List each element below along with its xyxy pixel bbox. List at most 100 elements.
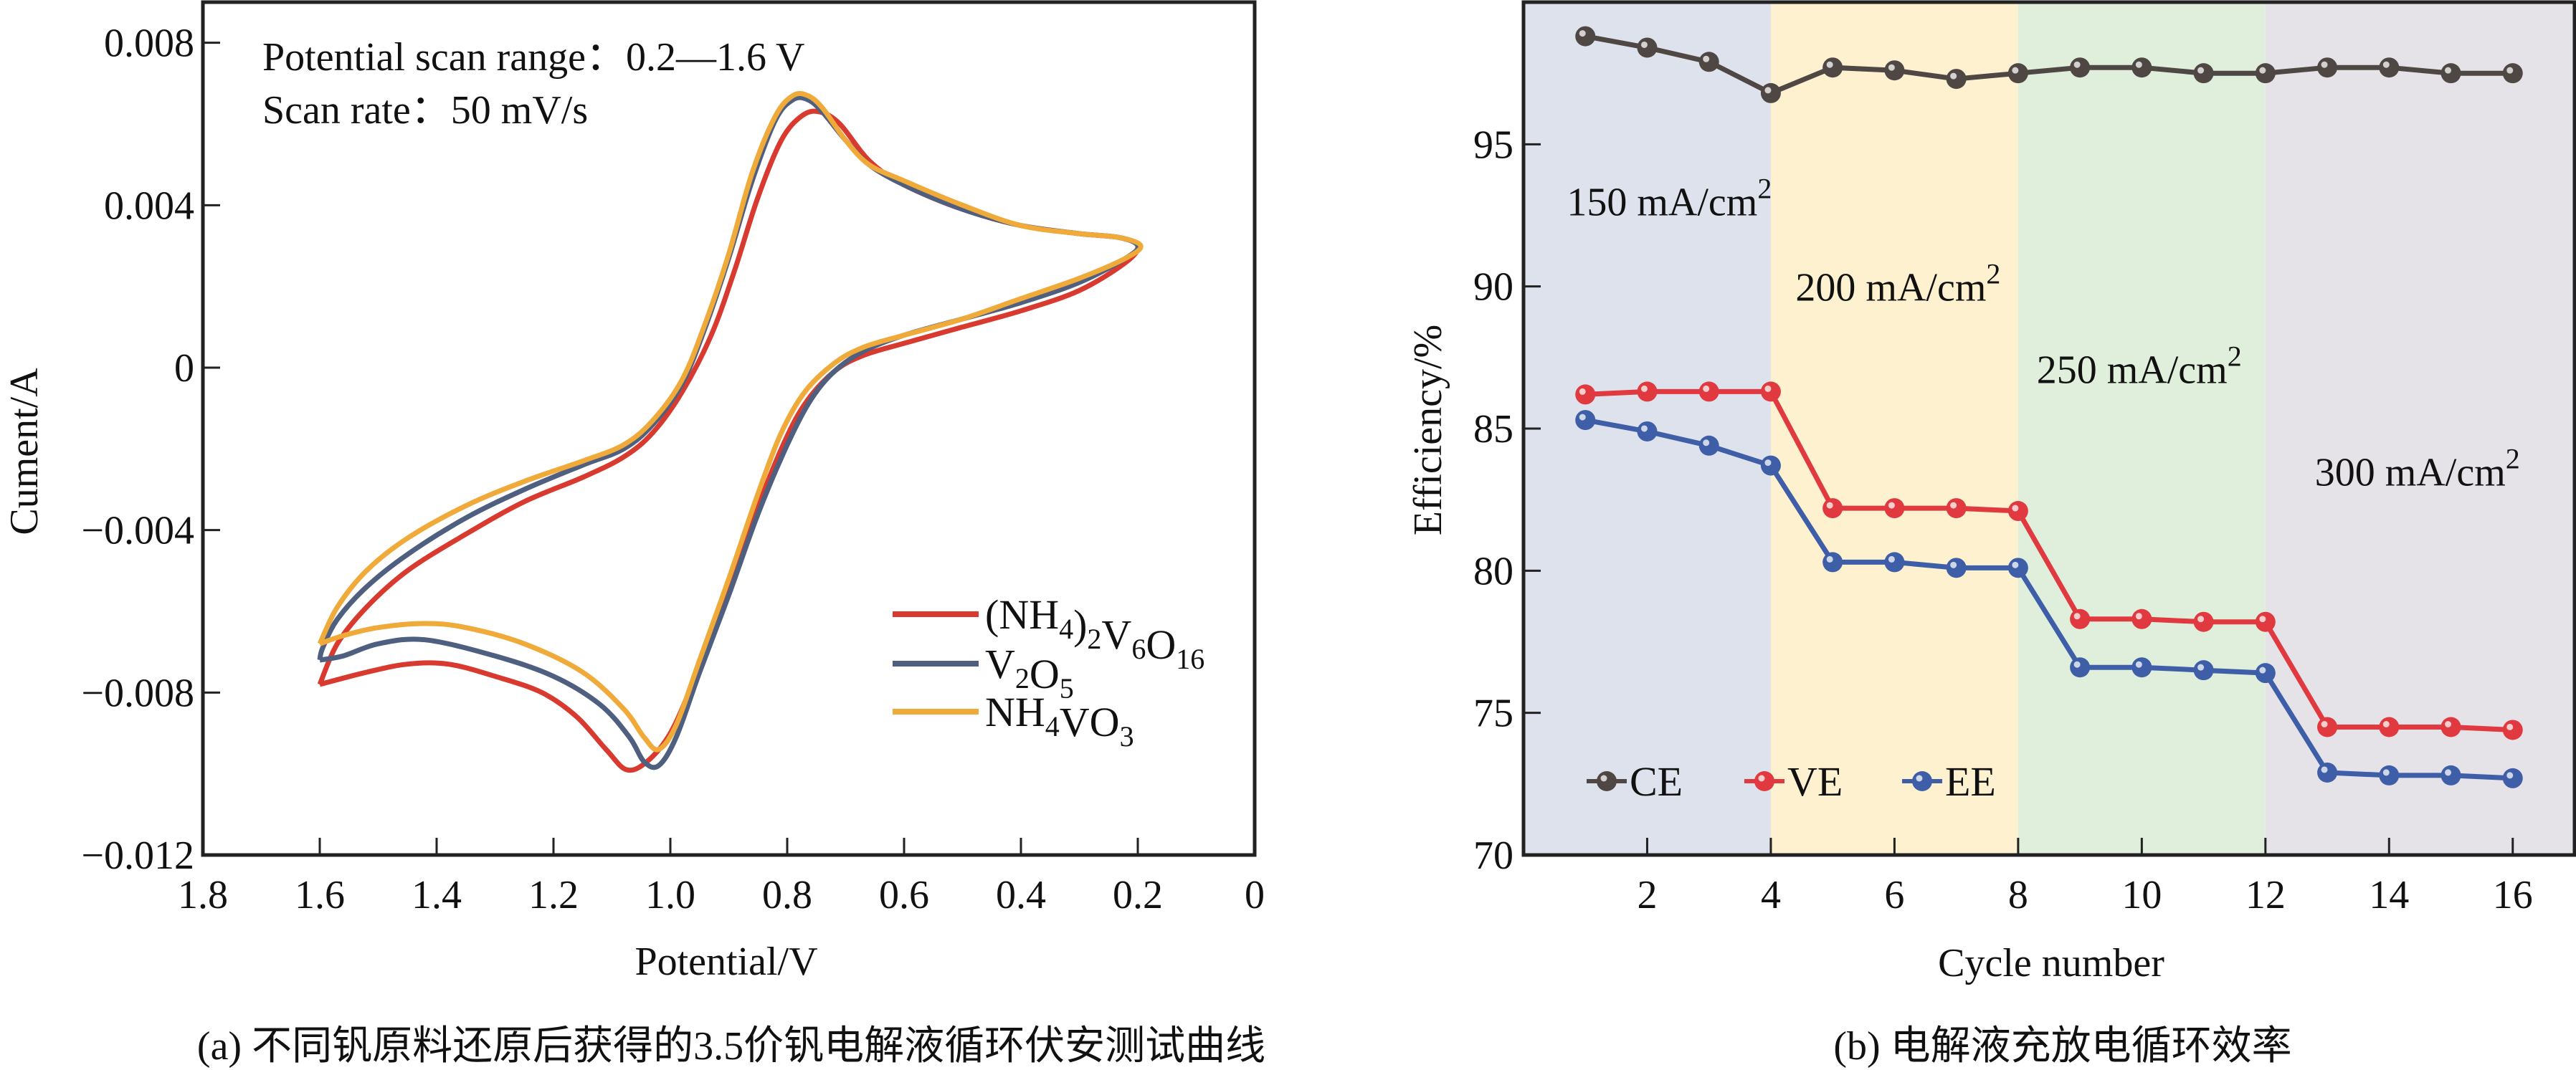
current-density-region	[2017, 2, 2266, 855]
efficiency-y-tick-label: 95	[1473, 123, 1513, 167]
series-line-ve	[1585, 388, 2513, 732]
efficiency-legend-item: VE	[1744, 758, 1843, 805]
data-point-ee	[2007, 558, 2028, 578]
data-point-ce	[2193, 63, 2214, 84]
cv-tick-labels: 1.8 1.6 1.4 1.2 1.0 0.8 0.6 0.4 0.2 0 0.008 0.004 0 −…	[81, 22, 1265, 917]
cv-x-tick-label: 1.0	[645, 873, 695, 917]
efficiency-series	[1575, 26, 2523, 788]
data-point-ve	[1575, 384, 1596, 405]
cv-legend-label: (NH4)2V6O16	[985, 591, 1204, 675]
current-density-labels: 150 mA/cm2 200 mA/cm2 250 mA/cm2 300 mA/cm2	[1567, 173, 2519, 495]
cv-x-tick-label: 0.2	[1113, 873, 1163, 917]
cv-curves	[317, 90, 1144, 773]
legend-marker	[1912, 771, 1932, 791]
data-point-ce	[1760, 82, 1781, 103]
cv-x-tick-label: 0.6	[879, 873, 929, 917]
data-point-ce	[1698, 52, 1719, 72]
data-point-ce	[1884, 60, 1905, 81]
legend-marker	[1754, 771, 1774, 791]
efficiency-x-tick-label: 14	[2369, 873, 2409, 917]
data-point-ee	[2379, 765, 2400, 785]
data-point-ce	[1946, 69, 1967, 90]
data-point-ee	[2131, 657, 2152, 678]
data-point-ee	[1698, 435, 1719, 456]
data-point-ee	[2193, 660, 2214, 681]
efficiency-y-tick-label: 75	[1473, 692, 1513, 736]
data-point-ee	[1822, 552, 1843, 573]
efficiency-legend-label: EE	[1945, 758, 1996, 805]
data-point-ee	[1946, 558, 1967, 578]
data-point-ce	[2255, 63, 2276, 84]
cv-curve-2	[317, 90, 1144, 753]
data-point-ve	[2255, 611, 2276, 632]
cv-legend-label: NH4VO3	[985, 689, 1134, 753]
efficiency-legend: CE VE EE	[1587, 758, 1996, 805]
efficiency-y-tick-label: 90	[1473, 265, 1513, 310]
efficiency-axis-ticks	[1524, 143, 2514, 855]
current-density-label: 300 mA/cm2	[2315, 442, 2520, 495]
efficiency-x-tick-label: 10	[2121, 873, 2162, 917]
data-point-ce	[2007, 63, 2028, 84]
data-point-ee	[2070, 657, 2091, 678]
series-line-ce	[1584, 34, 2513, 96]
data-point-ce	[2440, 63, 2461, 84]
cv-y-tick-label: −0.008	[81, 671, 194, 715]
efficiency-x-tick-label: 8	[2008, 873, 2028, 917]
efficiency-chart-panel: 150 mA/cm2 200 mA/cm2 250 mA/cm2 300 mA/cm2…	[1406, 0, 2576, 1069]
efficiency-y-tick-label: 85	[1473, 407, 1513, 452]
efficiency-legend-item: CE	[1587, 758, 1683, 805]
data-point-ve	[1698, 381, 1719, 402]
current-density-regions	[1524, 2, 2575, 855]
data-point-ve	[1637, 381, 1658, 402]
efficiency-legend-label: CE	[1630, 758, 1683, 805]
data-point-ve	[2007, 501, 2028, 522]
efficiency-x-tick-label: 4	[1761, 873, 1781, 917]
data-point-ce	[2070, 57, 2091, 78]
data-point-ce	[1822, 57, 1843, 78]
cv-x-tick-label: 0.4	[996, 873, 1046, 917]
data-point-ee	[1760, 455, 1781, 476]
cv-x-tick-label: 1.2	[528, 873, 579, 917]
efficiency-caption: (b) 电解液充放电循环效率	[1833, 1024, 2291, 1069]
data-point-ce	[2317, 57, 2338, 78]
current-density-label: 150 mA/cm2	[1567, 173, 1772, 225]
efficiency-y-tick-label: 80	[1473, 549, 1513, 593]
data-point-ee	[1575, 410, 1596, 431]
data-point-ce	[2502, 63, 2523, 84]
cv-y-tick-label: 0.004	[104, 183, 194, 228]
data-point-ve	[2502, 720, 2523, 740]
cv-y-tick-label: 0.008	[104, 22, 194, 66]
scan-range-annotation: Potential scan range：0.2—1.6 V	[262, 35, 804, 80]
current-density-label: 200 mA/cm2	[1795, 258, 2000, 310]
data-point-ee	[2317, 762, 2338, 783]
current-density-label: 250 mA/cm2	[2037, 340, 2242, 393]
cv-chart-panel: 1.8 1.6 1.4 1.2 1.0 0.8 0.6 0.4 0.2 0 0.008 0.004 0 −…	[2, 0, 1265, 1069]
data-point-ee	[2255, 663, 2276, 684]
efficiency-legend-item: EE	[1902, 758, 1996, 805]
data-point-ce	[2131, 57, 2152, 78]
cv-y-tick-label: 0	[174, 346, 194, 391]
data-point-ee	[2502, 768, 2523, 788]
current-density-region	[1770, 2, 2018, 855]
data-point-ve	[1760, 381, 1781, 402]
data-point-ee	[1637, 421, 1658, 441]
efficiency-x-tick-label: 6	[1884, 873, 1904, 917]
cv-x-tick-label: 1.4	[412, 873, 462, 917]
efficiency-x-tick-label: 16	[2493, 873, 2533, 917]
data-point-ve	[2131, 608, 2152, 629]
data-point-ce	[2379, 57, 2400, 78]
data-point-ve	[2317, 717, 2338, 737]
efficiency-x-tick-label: 2	[1637, 873, 1657, 917]
cv-axis-ticks	[203, 42, 1139, 855]
cv-y-axis-title: Cument/A	[2, 368, 47, 535]
scan-rate-annotation: Scan rate：50 mV/s	[262, 88, 588, 133]
efficiency-x-tick-label: 12	[2245, 873, 2286, 917]
efficiency-tick-labels: 2 4 6 8 10 12 14 16 70 75 80 85 90 95	[1473, 123, 2533, 917]
data-point-ee	[1884, 552, 1905, 573]
data-point-ve	[2193, 611, 2214, 632]
efficiency-x-axis-title: Cycle number	[1938, 941, 2164, 985]
efficiency-legend-label: VE	[1787, 758, 1843, 805]
legend-marker	[1597, 771, 1617, 791]
